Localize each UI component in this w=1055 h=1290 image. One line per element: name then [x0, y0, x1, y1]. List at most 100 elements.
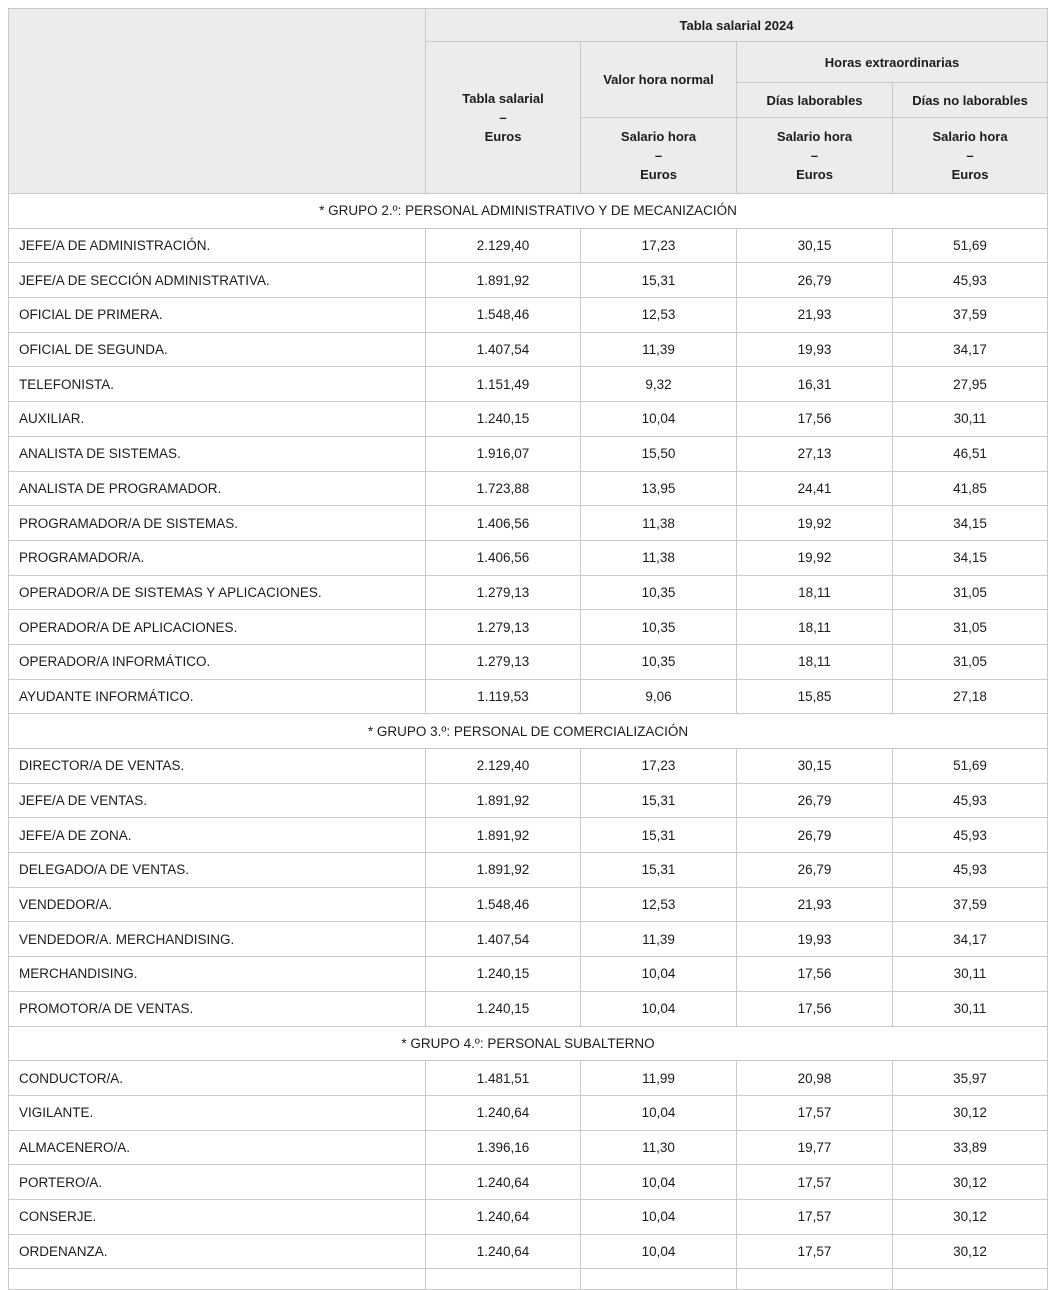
- cell-value: 26,79: [736, 817, 893, 854]
- cell-value: 1.119,53: [425, 678, 581, 715]
- table-row: JEFE/A DE SECCIÓN ADMINISTRATIVA. 1.891,9…: [8, 262, 1049, 299]
- header-salario-hora-line1: Salario hora: [620, 129, 697, 144]
- cell-value: 1.406,56: [425, 505, 581, 541]
- table-row: OPERADOR/A DE APLICACIONES. 1.279,13 10,35…: [8, 609, 1049, 645]
- cell-value: 30,15: [736, 227, 893, 264]
- cell-value: 45,93: [891, 817, 1049, 854]
- cell-value: 1.240,64: [425, 1164, 581, 1200]
- row-label: ORDENANZA.: [8, 1233, 426, 1270]
- cell-value: 11,39: [580, 331, 737, 368]
- row-label: JEFE/A DE VENTAS.: [8, 782, 426, 819]
- row-label: PROGRAMADOR/A.: [8, 539, 426, 576]
- cell-value: 19,93: [736, 331, 893, 368]
- cell-value: 2.129,40: [425, 748, 581, 784]
- cell-value: 10,35: [580, 643, 737, 680]
- cell-value: 30,15: [736, 748, 893, 784]
- cell-value: 12,53: [580, 297, 737, 333]
- table-row: MERCHANDISING. 1.240,15 10,04 17,56 30,11: [8, 956, 1049, 992]
- cell-value: 11,99: [580, 1060, 737, 1096]
- row-label: CONDUCTOR/A.: [8, 1060, 426, 1096]
- partial-cutoff-row: [8, 1268, 1049, 1290]
- table-row: AYUDANTE INFORMÁTICO. 1.119,53 9,06 15,85 27…: [8, 678, 1049, 715]
- cell-value: 1.240,64: [425, 1094, 581, 1131]
- salary-table-2024: Tabla salarial 2024 Tabla salarial – Eur…: [7, 8, 1049, 1290]
- cell-value: 10,04: [580, 956, 737, 992]
- cell-value: 21,93: [736, 886, 893, 923]
- header-dias-laborables: Días laborables: [736, 82, 893, 118]
- table-row: JEFE/A DE VENTAS. 1.891,92 15,31 26,79 45,93: [8, 782, 1049, 819]
- cell-empty: [891, 1268, 1049, 1290]
- cell-value: 1.723,88: [425, 470, 581, 507]
- cell-value: 1.916,07: [425, 435, 581, 472]
- row-label: PORTERO/A.: [8, 1164, 426, 1200]
- row-label: OPERADOR/A INFORMÁTICO.: [8, 643, 426, 680]
- cell-value: 1.406,56: [425, 539, 581, 576]
- cell-value: 10,35: [580, 574, 737, 611]
- cell-empty: [736, 1268, 893, 1290]
- header-salario-hora-line2: Euros: [640, 167, 677, 182]
- row-label: ANALISTA DE PROGRAMADOR.: [8, 470, 426, 507]
- cell-value: 31,05: [891, 643, 1049, 680]
- table-row: PROMOTOR/A DE VENTAS. 1.240,15 10,04 17,56 3…: [8, 990, 1049, 1027]
- cell-value: 17,56: [736, 956, 893, 992]
- cell-value: 26,79: [736, 852, 893, 888]
- cell-value: 1.891,92: [425, 817, 581, 854]
- table-row: ANALISTA DE PROGRAMADOR. 1.723,88 13,95 24,…: [8, 470, 1049, 507]
- cell-value: 34,17: [891, 331, 1049, 368]
- cell-value: 1.396,16: [425, 1129, 581, 1166]
- cell-value: 17,57: [736, 1198, 893, 1235]
- row-label: OPERADOR/A DE SISTEMAS Y APLICACIONES.: [8, 574, 426, 611]
- cell-value: 34,15: [891, 505, 1049, 541]
- cell-empty: [8, 1268, 426, 1290]
- header-salario-hora-no-laborables: Salario hora – Euros: [891, 117, 1049, 194]
- cell-value: 11,39: [580, 921, 737, 958]
- header-salario-hora-line2: Euros: [951, 167, 989, 182]
- cell-value: 16,31: [736, 366, 893, 403]
- table-row: DELEGADO/A DE VENTAS. 1.891,92 15,31 26,79 4…: [8, 852, 1049, 888]
- row-label: JEFE/A DE SECCIÓN ADMINISTRATIVA.: [8, 262, 426, 299]
- row-label: TELEFONISTA.: [8, 366, 426, 403]
- row-label: VENDEDOR/A. MERCHANDISING.: [8, 921, 426, 958]
- cell-value: 1.548,46: [425, 297, 581, 333]
- header-salario-hora-dash: –: [654, 148, 663, 163]
- table-row: AUXILIAR. 1.240,15 10,04 17,56 30,11: [8, 401, 1049, 437]
- document-page: Tabla salarial 2024 Tabla salarial – Eur…: [7, 8, 1049, 1290]
- cell-value: 34,17: [891, 921, 1049, 958]
- row-label: DIRECTOR/A DE VENTAS.: [8, 748, 426, 784]
- header-valor-hora-normal: Valor hora normal: [580, 41, 737, 118]
- header-tabla-salarial-dash: –: [499, 110, 507, 125]
- cell-value: 17,56: [736, 990, 893, 1027]
- cell-value: 18,11: [736, 574, 893, 611]
- cell-value: 24,41: [736, 470, 893, 507]
- cell-value: 35,97: [891, 1060, 1049, 1096]
- header-salario-hora-line1: Salario hora: [932, 129, 1008, 144]
- cell-value: 37,59: [891, 886, 1049, 923]
- cell-value: 34,15: [891, 539, 1049, 576]
- header-table-title: Tabla salarial 2024: [424, 8, 1049, 42]
- cell-value: 30,12: [891, 1094, 1049, 1131]
- cell-value: 15,31: [580, 817, 737, 854]
- cell-value: 2.129,40: [425, 227, 581, 264]
- table-row: JEFE/A DE ADMINISTRACIÓN. 2.129,40 17,23 30…: [8, 227, 1049, 264]
- cell-value: 19,92: [736, 539, 893, 576]
- cell-value: 45,93: [891, 782, 1049, 819]
- cell-value: 15,50: [580, 435, 737, 472]
- cell-value: 12,53: [580, 886, 737, 923]
- cell-value: 41,85: [891, 470, 1049, 507]
- header-tabla-salarial-line2: Euros: [484, 129, 522, 144]
- cell-value: 21,93: [736, 297, 893, 333]
- table-row: DIRECTOR/A DE VENTAS. 2.129,40 17,23 30,15 5…: [8, 748, 1049, 784]
- cell-value: 45,93: [891, 262, 1049, 299]
- table-row: OPERADOR/A INFORMÁTICO. 1.279,13 10,35 18,1…: [8, 643, 1049, 680]
- row-label: AYUDANTE INFORMÁTICO.: [8, 678, 426, 715]
- header-horas-extraordinarias: Horas extraordinarias: [735, 41, 1049, 83]
- cell-value: 1.240,15: [425, 401, 581, 437]
- cell-value: 1.548,46: [425, 886, 581, 923]
- cell-value: 19,77: [736, 1129, 893, 1166]
- cell-empty: [580, 1268, 737, 1290]
- cell-value: 9,32: [580, 366, 737, 403]
- cell-value: 11,38: [580, 505, 737, 541]
- table-row: PORTERO/A. 1.240,64 10,04 17,57 30,12: [8, 1164, 1049, 1200]
- cell-value: 37,59: [891, 297, 1049, 333]
- cell-value: 45,93: [891, 852, 1049, 888]
